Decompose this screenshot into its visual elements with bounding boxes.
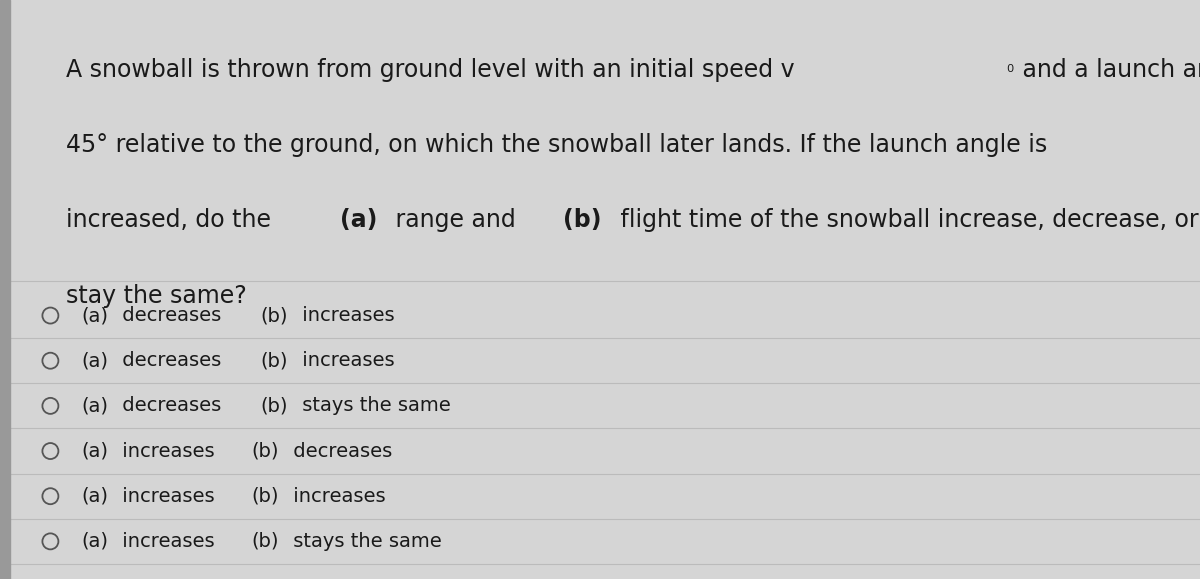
Text: A snowball is thrown from ground level with an initial speed v: A snowball is thrown from ground level w… bbox=[66, 58, 794, 82]
Text: 45° relative to the ground, on which the snowball later lands. If the launch ang: 45° relative to the ground, on which the… bbox=[66, 133, 1048, 157]
Text: (a): (a) bbox=[340, 208, 378, 232]
Text: (a): (a) bbox=[82, 532, 109, 551]
Text: (b): (b) bbox=[252, 532, 280, 551]
Text: (a): (a) bbox=[82, 442, 109, 460]
Text: (b): (b) bbox=[252, 487, 280, 505]
Text: increases: increases bbox=[116, 442, 221, 460]
Text: flight time of the snowball increase, decrease, or: flight time of the snowball increase, de… bbox=[613, 208, 1199, 232]
Text: increases: increases bbox=[287, 487, 386, 505]
Text: (b): (b) bbox=[252, 442, 280, 460]
Text: decreases: decreases bbox=[116, 397, 228, 415]
Text: decreases: decreases bbox=[116, 306, 228, 325]
Text: (b): (b) bbox=[563, 208, 601, 232]
Text: ₀: ₀ bbox=[1006, 58, 1013, 76]
Text: increased, do the: increased, do the bbox=[66, 208, 278, 232]
Text: increases: increases bbox=[295, 351, 395, 370]
Text: increases: increases bbox=[116, 487, 221, 505]
Text: (a): (a) bbox=[82, 351, 109, 370]
Text: (b): (b) bbox=[260, 306, 288, 325]
Text: decreases: decreases bbox=[287, 442, 392, 460]
Text: increases: increases bbox=[295, 306, 395, 325]
Text: stay the same?: stay the same? bbox=[66, 284, 247, 307]
Text: (b): (b) bbox=[260, 397, 288, 415]
Text: (a): (a) bbox=[82, 397, 109, 415]
Text: stays the same: stays the same bbox=[295, 397, 450, 415]
Text: (a): (a) bbox=[82, 487, 109, 505]
Text: (a): (a) bbox=[82, 306, 109, 325]
Text: (b): (b) bbox=[260, 351, 288, 370]
Text: stays the same: stays the same bbox=[287, 532, 442, 551]
Text: range and: range and bbox=[389, 208, 523, 232]
Text: increases: increases bbox=[116, 532, 221, 551]
Text: decreases: decreases bbox=[116, 351, 228, 370]
Bar bbox=[0, 0, 10, 579]
Text: and a launch angle of: and a launch angle of bbox=[1015, 58, 1200, 82]
